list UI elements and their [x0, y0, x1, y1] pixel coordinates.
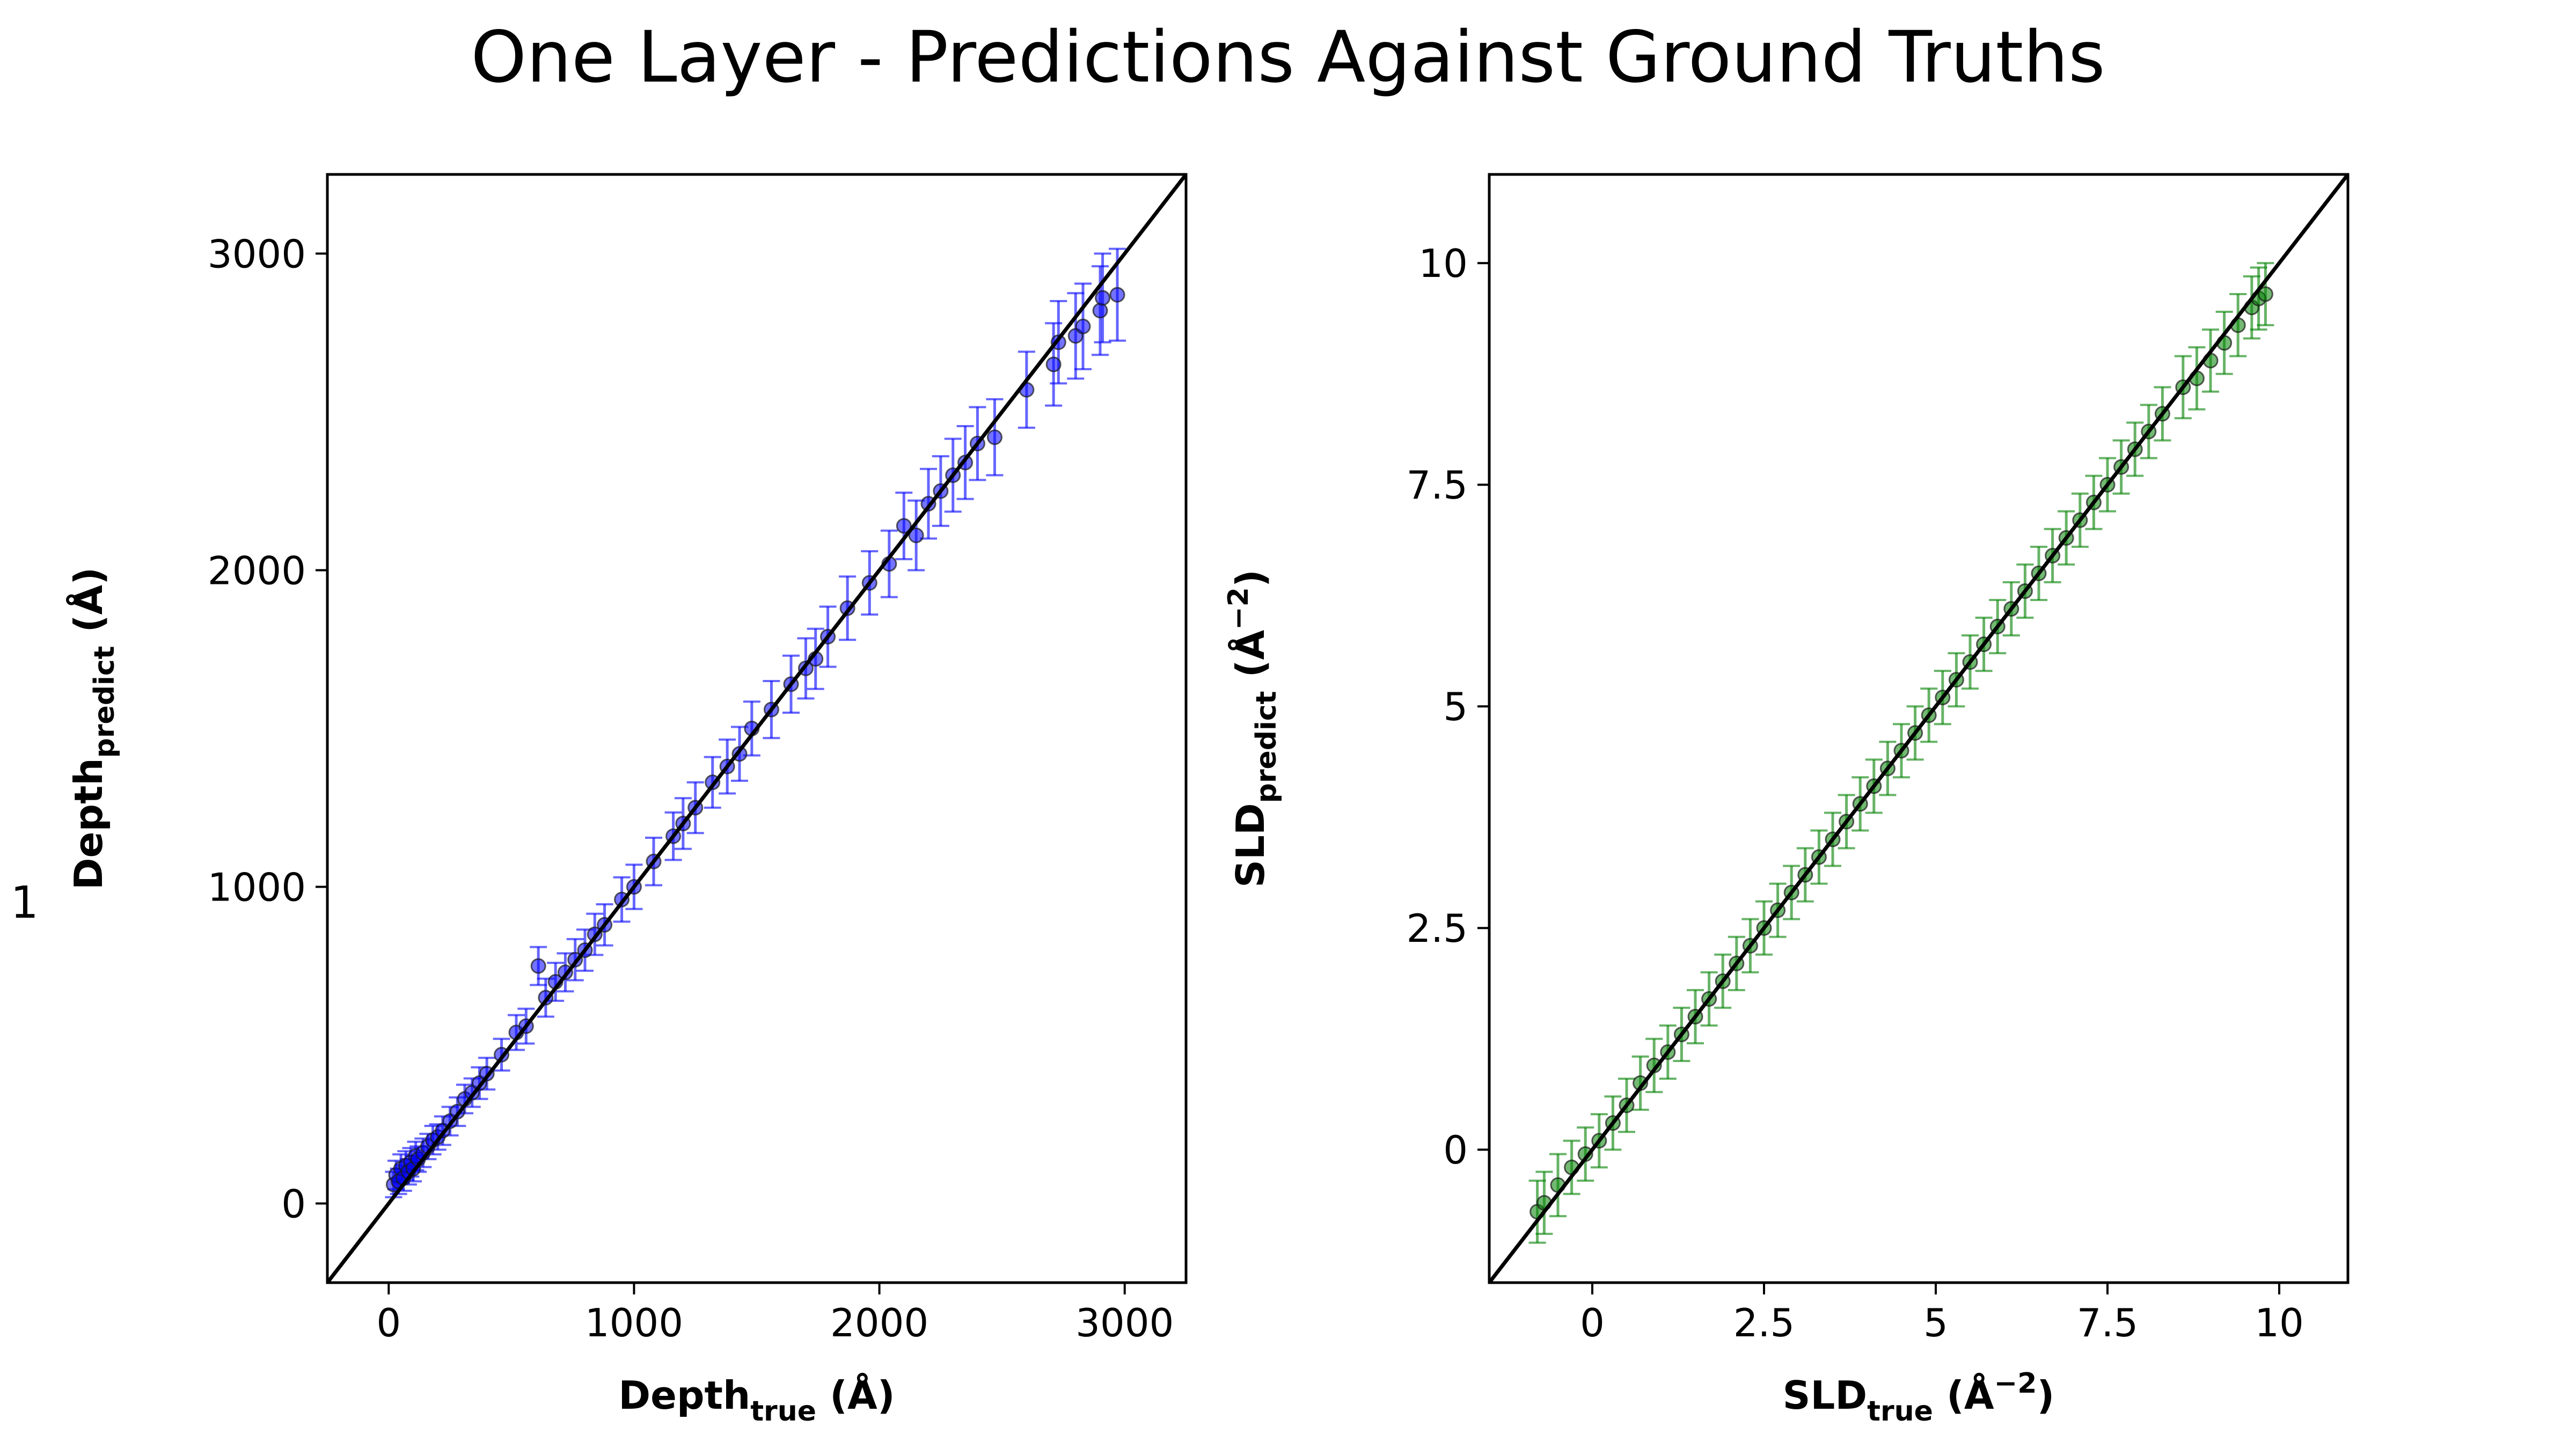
- data-point: [1075, 318, 1091, 334]
- x-tick-label: 2000: [830, 1300, 928, 1345]
- x-tick-label: 0: [1580, 1300, 1605, 1345]
- data-point: [2257, 286, 2273, 302]
- x-tick-label: 1000: [585, 1300, 683, 1345]
- axes-frame: [1488, 173, 2350, 1284]
- y-tick-label: 10: [1418, 241, 1468, 286]
- identity-line: [1489, 174, 2348, 1283]
- side-label: - 1: [0, 877, 39, 928]
- y-tick-label: 5: [1443, 684, 1468, 729]
- y-tick-label: 7.5: [1406, 463, 1468, 508]
- y-tick-label: 0: [281, 1182, 306, 1227]
- y-tick-label: 3000: [208, 232, 306, 277]
- x-tick-label: 3000: [1075, 1300, 1174, 1345]
- y-tick-label: 0: [1443, 1128, 1468, 1173]
- data-point: [1095, 290, 1111, 306]
- data-point: [986, 429, 1002, 445]
- y-axis-label: Depthpredict (Å): [66, 567, 121, 890]
- x-tick-label: 0: [376, 1300, 401, 1345]
- y-tick-label: 2000: [208, 548, 306, 594]
- data-point: [1045, 356, 1062, 372]
- x-axis-label: Depthtrue (Å): [618, 1373, 895, 1428]
- identity-line: [327, 174, 1186, 1283]
- plot-area: [1489, 174, 2348, 1283]
- x-tick-label: 2.5: [1733, 1300, 1795, 1345]
- data-point: [530, 958, 546, 974]
- data-point: [908, 528, 924, 544]
- data-point: [1109, 287, 1125, 303]
- y-tick-label: 1000: [208, 865, 306, 910]
- axes-frame: [326, 173, 1188, 1284]
- data-point: [896, 518, 912, 534]
- figure-title: One Layer - Predictions Against Ground T…: [471, 16, 2105, 99]
- x-tick-label: 5: [1923, 1300, 1948, 1345]
- plot-area: [327, 174, 1186, 1283]
- x-tick-label: 10: [2255, 1300, 2304, 1345]
- y-tick-label: 2.5: [1406, 906, 1468, 951]
- x-tick-label: 7.5: [2077, 1300, 2139, 1345]
- x-axis-label: SLDtrue (Å−2): [1783, 1367, 2055, 1428]
- y-axis-label: SLDpredict (Å−2): [1223, 569, 1283, 888]
